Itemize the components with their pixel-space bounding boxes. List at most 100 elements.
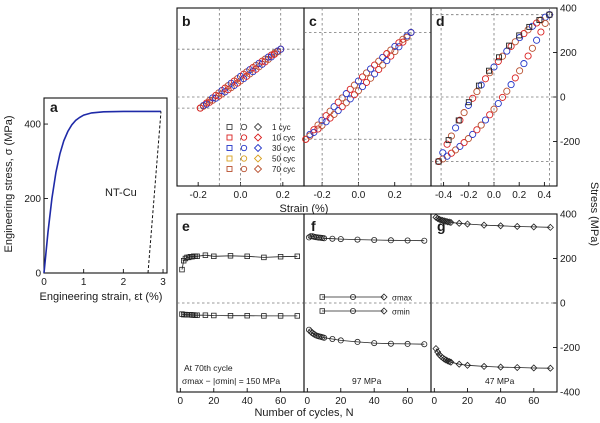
loop-marker: [464, 135, 472, 143]
legend-label: 10 cyc: [272, 134, 295, 143]
x-tick-label: 40: [369, 396, 381, 407]
first-cycle-marker: [546, 11, 553, 18]
panel-e-note-line1: At 70th cycle: [184, 363, 233, 373]
legend-square: [226, 134, 233, 141]
x-tick-label: 0.0: [234, 190, 248, 201]
legend-label: 70 cyc: [272, 165, 295, 174]
data-point: [261, 254, 267, 261]
legend-circle: [240, 134, 248, 141]
loop-marker: [452, 124, 460, 132]
loop-marker: [456, 142, 464, 150]
data-point: [480, 221, 488, 229]
data-point: [321, 334, 328, 341]
first-cycle-marker: [445, 137, 452, 144]
loop-marker: [310, 126, 318, 134]
panel-f-label: f: [311, 218, 316, 234]
data-point: [277, 253, 284, 260]
data-point: [432, 345, 440, 353]
loop-marker: [342, 99, 350, 107]
data-point: [194, 312, 200, 318]
panel-e-label: e: [182, 218, 190, 234]
panel-c-frame: [303, 7, 432, 187]
legend-diamond: [253, 122, 263, 132]
loop-marker: [395, 39, 403, 47]
series-line-σmin: [435, 348, 551, 369]
legend-label: 30 cyc: [272, 144, 295, 153]
data-point: [329, 235, 336, 242]
loop-marker: [383, 50, 391, 58]
panel-c: c: [309, 13, 317, 29]
data-point: [354, 236, 361, 243]
loop-marker: [338, 94, 346, 102]
x-tick-label: 3: [160, 277, 166, 288]
data-point: [434, 214, 442, 223]
data-point: [513, 222, 521, 231]
loop-marker: [481, 116, 490, 124]
loop-marker: [330, 110, 338, 118]
strain-axis-label: Strain (%): [280, 203, 329, 215]
y-tick-label: 200: [24, 194, 41, 205]
panel-g: g 47 MPa: [437, 218, 515, 386]
x-tick-label: 0: [432, 396, 438, 407]
data-point: [354, 338, 361, 345]
loop-marker: [511, 38, 519, 46]
x-tick-label: 0.4: [537, 190, 551, 201]
panel-a-frame: [43, 97, 168, 274]
loop-marker: [383, 57, 391, 65]
panel-g-note: 47 MPa: [485, 376, 515, 386]
legend-circle: [349, 307, 356, 314]
loop-marker: [306, 132, 314, 140]
loop-marker: [318, 121, 326, 129]
loop-marker: [391, 47, 399, 56]
data-point: [337, 236, 344, 243]
legend-circle: [240, 123, 248, 131]
data-point: [371, 340, 378, 347]
panel-a: a NT-Cu Engineering strain, εt (%) Engin…: [3, 99, 162, 303]
panel-f-note: 97 MPa: [352, 376, 382, 386]
loop-marker: [371, 70, 379, 78]
data-point: [434, 348, 442, 356]
loop-marker: [460, 109, 468, 117]
loop-marker: [322, 118, 330, 126]
unloading-line: [147, 111, 162, 274]
loop-marker: [520, 30, 528, 38]
legend-square: [226, 124, 233, 130]
data-point: [447, 358, 455, 366]
data-point: [277, 313, 284, 319]
panel-d: d: [436, 13, 445, 29]
stress-axis-label: Stress (MPa): [588, 182, 600, 246]
y-tick-label: 200: [560, 254, 577, 265]
x-tick-label: 60: [402, 396, 414, 407]
data-point: [546, 364, 554, 372]
data-point: [189, 253, 195, 260]
y-tick-label: 400: [24, 120, 41, 131]
legend-diamond: [253, 154, 263, 163]
data-point: [329, 335, 336, 342]
loop-marker: [481, 75, 490, 83]
loop-marker: [371, 61, 379, 69]
loop-marker: [469, 94, 477, 102]
legend-circle: [240, 155, 248, 162]
loop-marker: [533, 36, 541, 44]
panel-e: e At 70th cycle σmax − |σmin| = 150 MPa: [182, 218, 280, 386]
data-point: [455, 360, 463, 368]
x-tick-label: -0.2: [314, 190, 332, 201]
loop-marker: [490, 105, 498, 113]
x-tick-label: 0.0: [487, 190, 501, 201]
loop-marker: [403, 32, 411, 40]
loop-marker: [516, 67, 524, 75]
data-point: [447, 218, 455, 227]
first-cycle-marker: [496, 54, 502, 61]
data-point: [530, 223, 538, 231]
stress-strain-curve: [43, 110, 161, 274]
panel-f: f 97 MPa: [311, 218, 382, 386]
first-cycle-marker: [465, 99, 472, 106]
loop-marker: [354, 87, 362, 95]
x-tick-label: 20: [208, 396, 220, 407]
legend-square: [226, 166, 233, 172]
loop-marker: [541, 19, 549, 27]
legend-label: σmin: [392, 308, 410, 317]
